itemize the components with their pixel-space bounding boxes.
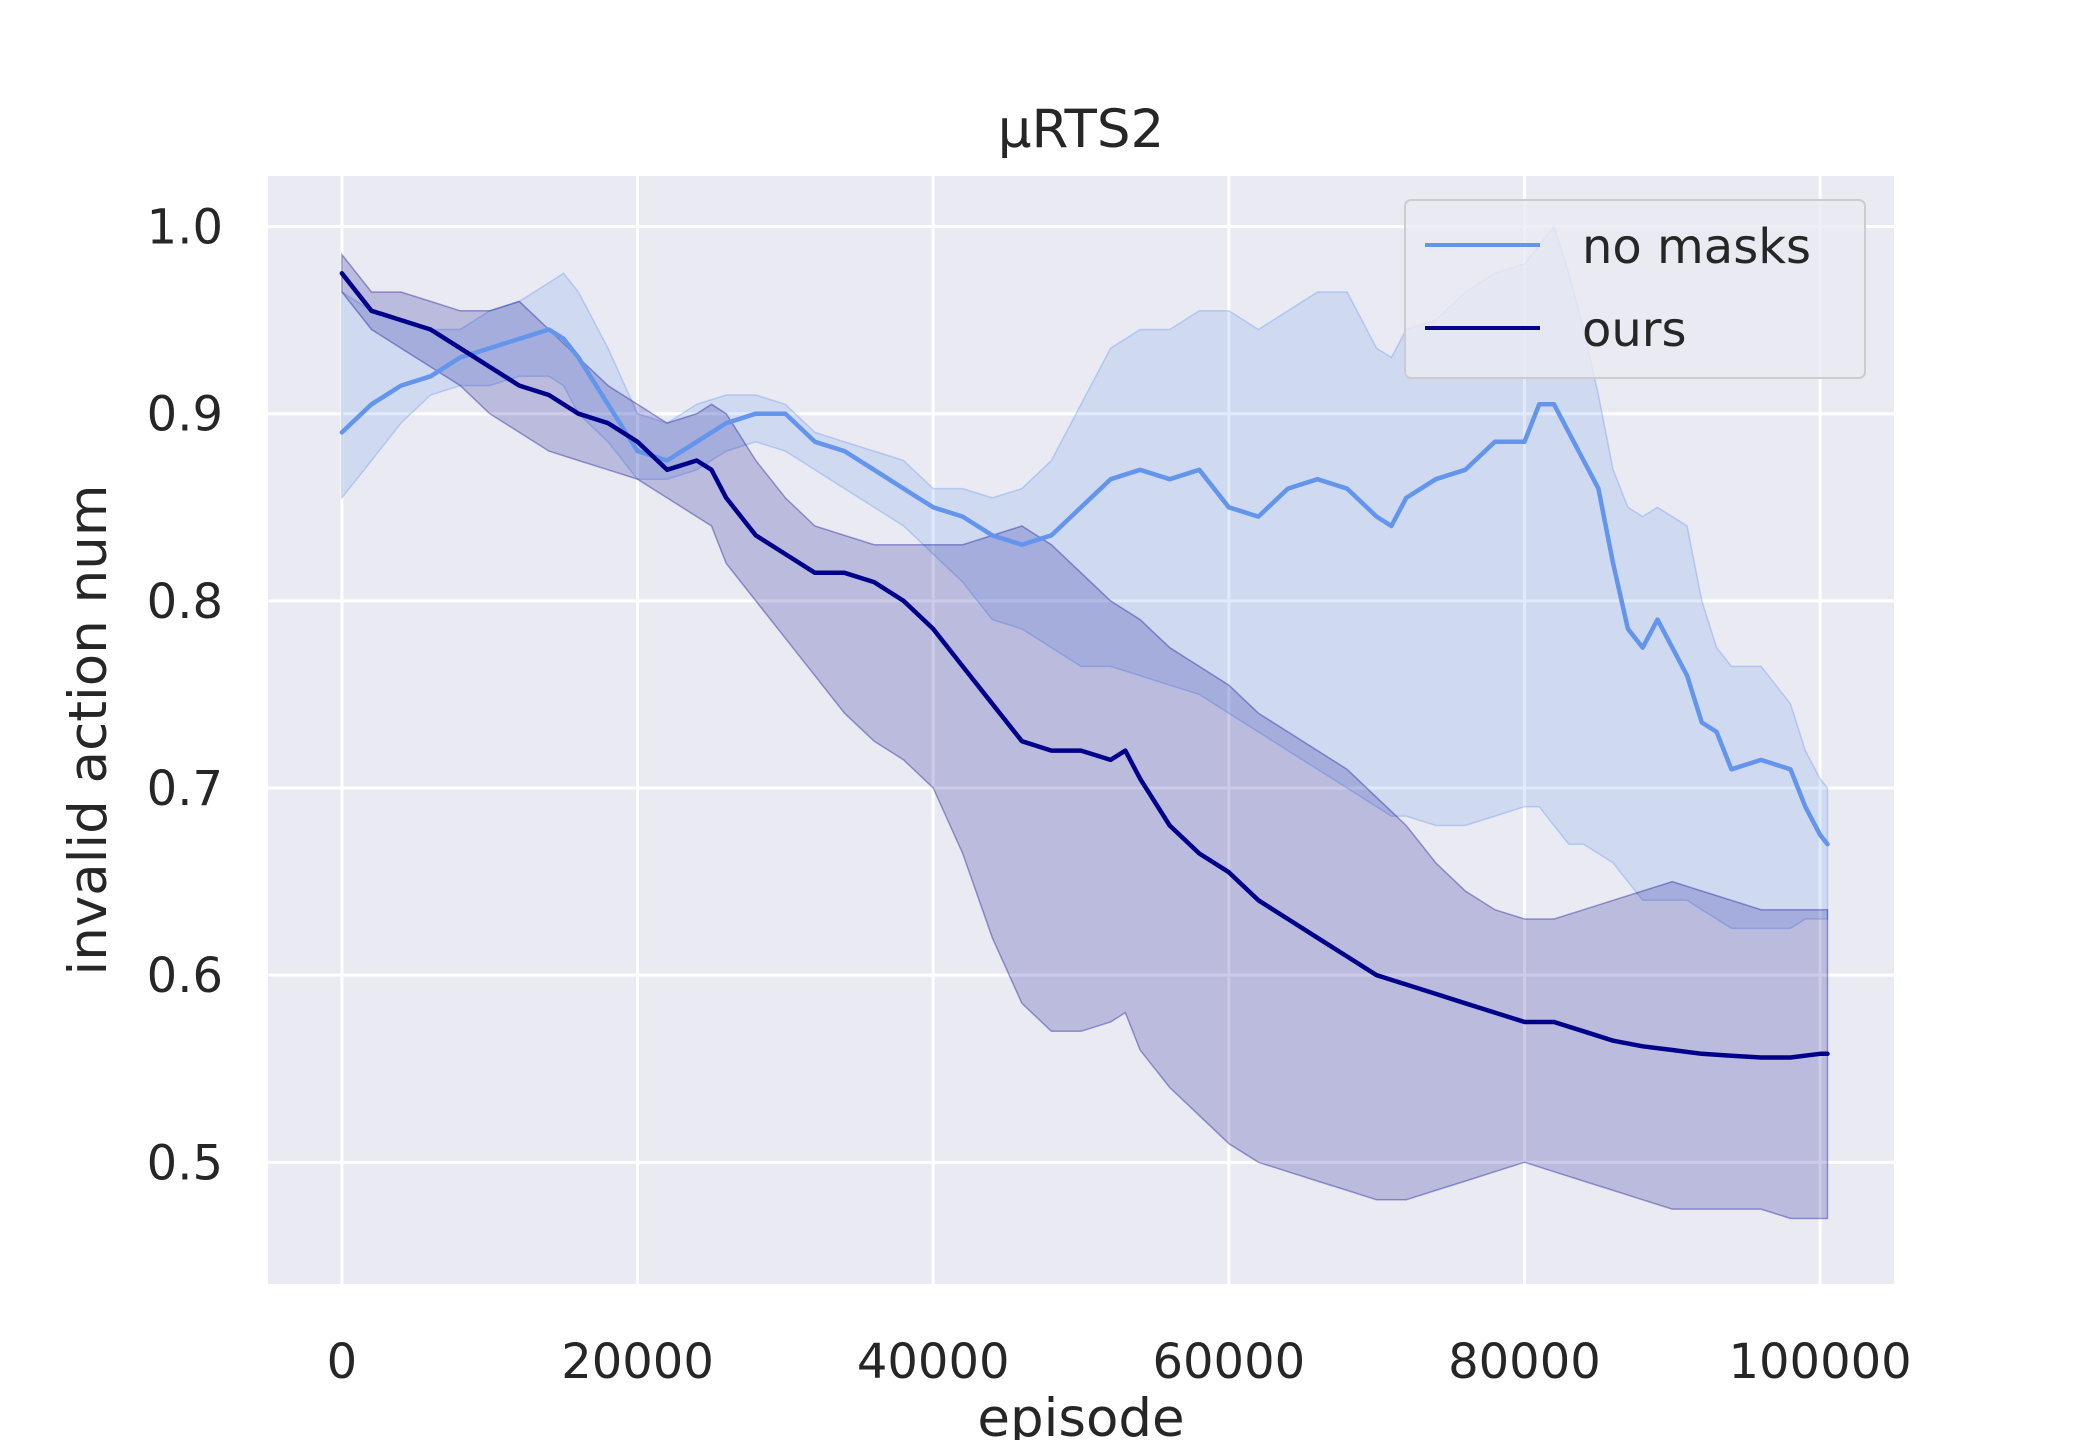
legend: no masks ours (1404, 199, 1866, 379)
legend-label-ours: ours (1582, 302, 1687, 358)
x-axis-title: episode (977, 1388, 1184, 1440)
x-tick-label: 20000 (561, 1334, 714, 1390)
legend-label-no-masks: no masks (1582, 219, 1811, 275)
x-tick-label: 40000 (857, 1334, 1010, 1390)
y-tick-label: 0.6 (147, 948, 223, 1004)
x-tick-label: 60000 (1152, 1334, 1305, 1390)
line-ours (339, 271, 1830, 1060)
line-no-masks (339, 327, 1830, 847)
x-tick-label: 100000 (1728, 1334, 1911, 1390)
band-ours (341, 252, 1829, 1220)
y-tick-label: 0.5 (147, 1135, 223, 1191)
y-tick-labels: 0.5 0.6 0.7 0.8 0.9 1.0 (147, 200, 223, 1192)
y-tick-label: 1.0 (147, 200, 223, 256)
y-axis-title: invalid action num (58, 485, 119, 976)
x-tick-labels: 0 20000 40000 60000 80000 100000 (327, 1334, 1912, 1390)
confidence-bands (341, 224, 1829, 1220)
band-no-masks (341, 224, 1829, 930)
y-tick-label: 0.9 (147, 387, 223, 443)
y-tick-label: 0.8 (147, 574, 223, 630)
x-tick-label: 80000 (1448, 1334, 1601, 1390)
y-tick-label: 0.7 (147, 761, 223, 817)
series-lines (339, 271, 1830, 1060)
chart-title: µRTS2 (998, 99, 1164, 160)
x-tick-label: 0 (327, 1334, 358, 1390)
